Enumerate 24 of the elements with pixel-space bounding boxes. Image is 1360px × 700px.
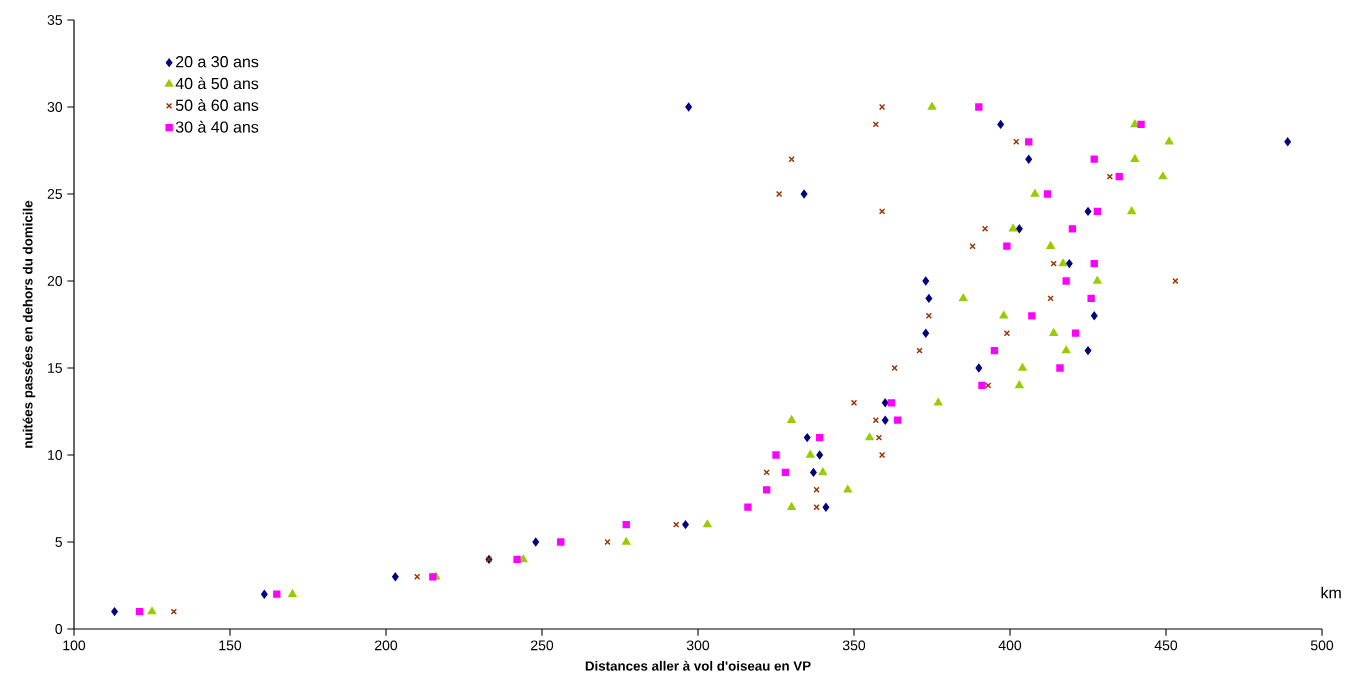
y-tick-label: 15 <box>48 363 63 373</box>
y-tick-label: 0 <box>55 624 63 634</box>
x-tick-label: 400 <box>998 640 1022 651</box>
x-tick-label: 300 <box>686 640 710 651</box>
y-axis-title: nuitées passées en dehors du domicile <box>22 200 36 448</box>
x-tick-label: 500 <box>1310 640 1334 651</box>
y-tick-label: 10 <box>48 450 63 460</box>
x-tick-label: 200 <box>375 640 398 651</box>
y-tick-label: 20 <box>47 276 63 286</box>
x-tick-label: 450 <box>1154 640 1178 651</box>
legend-label: 30 à 40 ans <box>175 120 259 133</box>
x-tick-label: 350 <box>842 640 866 651</box>
y-tick-label: 35 <box>47 15 63 25</box>
legend-label: 20 a 30 ans <box>176 56 259 68</box>
x-tick-label: 250 <box>531 640 554 651</box>
legend-label: 40 à 50 ans <box>175 77 259 90</box>
y-tick-label: 5 <box>55 537 63 547</box>
x-axis-title: Distances aller à vol d'oiseau en VP <box>585 660 811 671</box>
y-tick-label: 30 <box>47 102 63 112</box>
y-tick-label: 25 <box>47 189 63 199</box>
x-tick-label: 150 <box>219 640 242 651</box>
x-tick-label: 100 <box>63 640 86 651</box>
legend-label: 50 à 60 ans <box>175 99 259 111</box>
annotation: km <box>1321 586 1341 599</box>
